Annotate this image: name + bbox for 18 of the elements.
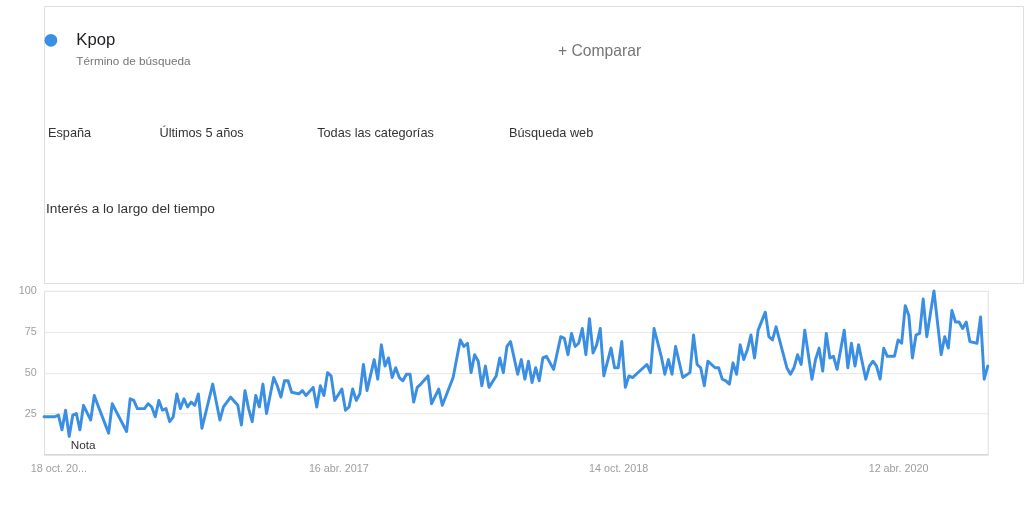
chart-title: Interés a lo largo del tiempo (46, 200, 216, 216)
x-tick-label: 18 oct. 20... (30, 461, 87, 474)
x-tick-label: 12 abr. 2020 (868, 461, 929, 474)
y-tick-label: 25 (24, 406, 37, 419)
text: Últimos 5 años (159, 125, 244, 141)
text: Todas las categorías (317, 125, 434, 141)
text: Término de búsqueda (76, 53, 191, 67)
text: + Comparar (558, 41, 642, 59)
annotation: Nota (70, 437, 97, 451)
line-series (42, 289, 990, 438)
x-tick-label: 14 oct. 2018 (589, 461, 649, 474)
text: Búsqueda web (509, 125, 594, 141)
y-tick-label: 75 (24, 325, 37, 338)
x-tick-label: 16 abr. 2017 (308, 461, 369, 474)
y-tick-label: 50 (24, 366, 37, 379)
text: España (47, 125, 93, 141)
legend-label: Kpop (76, 30, 116, 50)
y-tick-label: 100 (18, 284, 37, 297)
